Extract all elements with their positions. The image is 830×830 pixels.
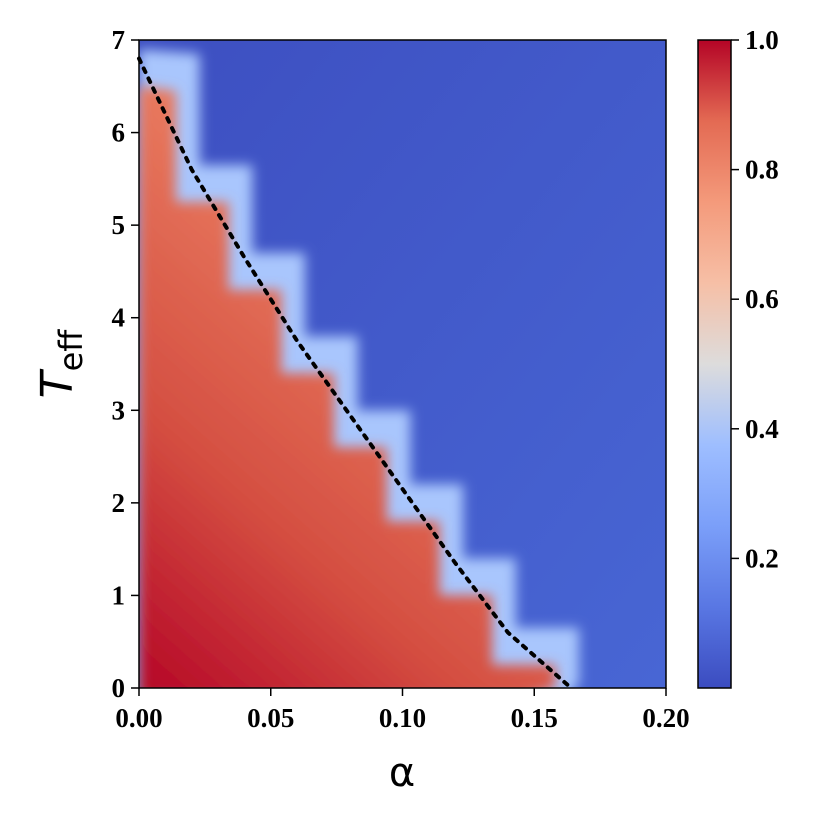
colorbar-ticks: 0.2 0.4 0.6 0.8 1.0 [731, 25, 779, 573]
y-axis-label-sub: eff [52, 329, 90, 372]
colorbar-tick-label: 0.8 [745, 155, 779, 185]
x-tick-label: 0.10 [379, 703, 426, 733]
y-axis: 0 1 2 3 4 5 6 7 [112, 25, 139, 703]
svg-text:Teff: Teff [32, 329, 90, 399]
y-axis-label: Teff [32, 329, 90, 399]
x-axis-label: α [389, 750, 415, 796]
x-tick-label: 0.00 [115, 703, 162, 733]
heatmap-high-region [139, 86, 556, 688]
boundary-dotted-line [137, 56, 574, 690]
colorbar-tick-label: 1.0 [745, 25, 779, 55]
x-tick-label: 0.15 [511, 703, 558, 733]
y-tick-label: 5 [112, 210, 126, 240]
x-tick-label: 0.05 [247, 703, 294, 733]
x-tick-label: 0.20 [642, 703, 689, 733]
colorbar-tick-label: 0.2 [745, 543, 779, 573]
y-tick-label: 6 [112, 118, 126, 148]
plot-area [139, 40, 666, 688]
y-tick-label: 4 [112, 303, 126, 333]
colorbar-gradient [697, 39, 732, 689]
y-tick-label: 3 [112, 395, 126, 425]
x-axis: 0.00 0.05 0.10 0.15 0.20 [115, 688, 690, 733]
y-tick-label: 0 [112, 673, 126, 703]
y-axis-label-main: T [32, 368, 83, 398]
y-tick-label: 7 [112, 25, 126, 55]
y-tick-label: 1 [112, 580, 126, 610]
colorbar: 0.2 0.4 0.6 0.8 1.0 [697, 25, 779, 689]
colorbar-tick-label: 0.6 [745, 284, 779, 314]
y-tick-label: 2 [112, 488, 126, 518]
colorbar-tick-label: 0.4 [745, 414, 779, 444]
